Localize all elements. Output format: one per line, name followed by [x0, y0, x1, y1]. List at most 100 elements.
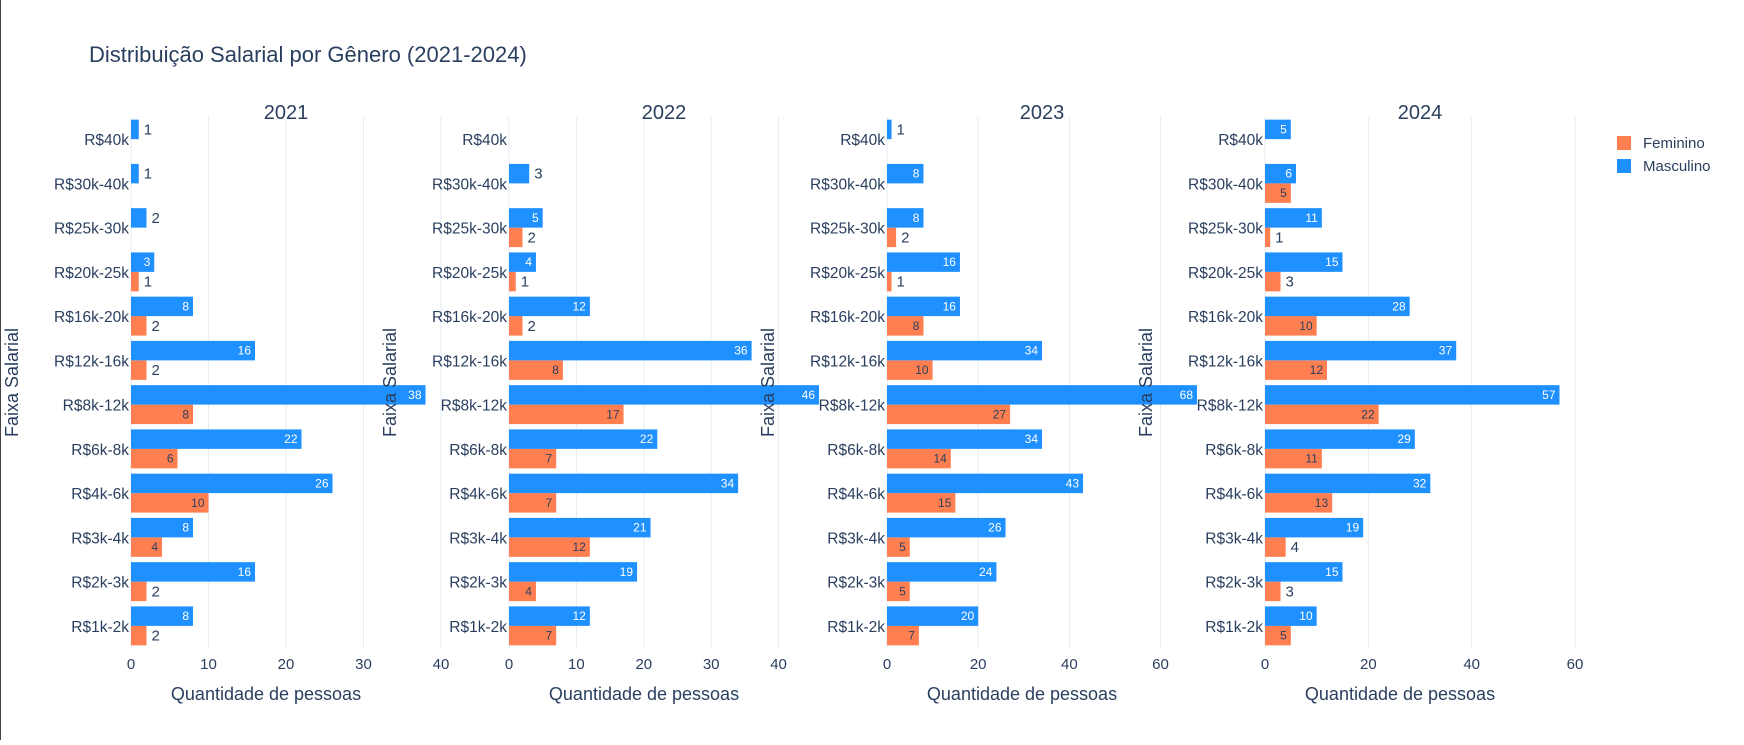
y-tick-label: R$40k [462, 132, 507, 149]
data-label: 16 [943, 299, 957, 313]
Masculino-bar [1265, 473, 1431, 494]
y-tick-label: R$6k-8k [71, 442, 129, 459]
Masculino-bar [887, 562, 997, 582]
Masculino-bar [131, 385, 426, 405]
data-label: 5 [899, 540, 906, 554]
data-label: 68 [1180, 388, 1194, 402]
Masculino-bar [1265, 606, 1317, 626]
y-tick-label: R$2k-3k [827, 575, 885, 592]
data-label: 2 [901, 229, 909, 246]
data-label: 8 [182, 609, 189, 623]
x-tick-label: 40 [1463, 656, 1480, 673]
y-tick-label: R$20k-25k [54, 265, 129, 282]
Masculino-bar [1265, 385, 1560, 405]
data-label: 34 [721, 476, 735, 490]
data-label: 3 [144, 255, 151, 269]
subplot-2023: 0 20 40 60 2023 R$1k-2k R$2k-3k R$3k-4k R$4k-6k R… [758, 102, 1197, 704]
Masculino-bar [887, 517, 1006, 538]
Feminino-bar [509, 404, 624, 425]
Feminino-bar [1265, 493, 1333, 513]
x-tick-label: 40 [433, 656, 450, 673]
data-label: 21 [633, 521, 647, 535]
Feminino-bar [509, 227, 523, 248]
data-label: 26 [315, 476, 329, 490]
subplot-2024: 0 20 40 60 2024 R$1k-2k R$2k-3k R$3k-4k R$4k-6k R… [1136, 102, 1583, 704]
data-label: 2 [152, 628, 160, 645]
Feminino-bar [887, 493, 956, 513]
data-label: 17 [606, 407, 620, 421]
Feminino-bar [1265, 625, 1291, 646]
Masculino-bar [509, 473, 739, 494]
data-label: 38 [408, 388, 422, 402]
data-label: 7 [545, 452, 552, 466]
Masculino-bar [887, 340, 1042, 361]
y-axis-title: Faixa Salarial [1136, 328, 1156, 437]
x-axis-title: Quantidade de pessoas [927, 684, 1117, 704]
Masculino-bar [509, 340, 752, 361]
data-label: 2 [152, 318, 160, 335]
y-tick-label: R$16k-20k [810, 309, 885, 326]
subplot-2021: 0 10 20 30 40 2021 R$1k-2k R$2k-3k R$3k-4k R$4k-6… [2, 102, 449, 704]
y-tick-label: R$1k-2k [449, 619, 507, 636]
chart-title: Distribuição Salarial por Gênero (2021-2… [89, 42, 527, 67]
Feminino-bar [131, 316, 147, 336]
data-label: 10 [1299, 609, 1313, 623]
Feminino-bar [509, 316, 523, 336]
Masculino-bar [1265, 252, 1343, 272]
Masculino-bar [131, 252, 155, 272]
y-tick-label: R$3k-4k [1205, 530, 1263, 547]
Masculino-bar [1265, 562, 1343, 582]
Masculino-bar [1265, 163, 1296, 184]
y-tick-label: R$40k [840, 132, 885, 149]
Feminino-bar [131, 404, 193, 425]
y-tick-label: R$6k-8k [1205, 442, 1263, 459]
data-label: 15 [938, 496, 952, 510]
subplot-title: 2022 [642, 102, 687, 124]
data-label: 1 [897, 274, 905, 291]
Masculino-bar [887, 296, 960, 317]
data-label: 22 [640, 432, 654, 446]
data-label: 8 [913, 319, 920, 333]
data-label: 29 [1397, 432, 1411, 446]
y-tick-label: R$16k-20k [54, 309, 129, 326]
data-label: 57 [1542, 388, 1556, 402]
data-label: 3 [1286, 583, 1294, 600]
subplot-title: 2023 [1020, 102, 1065, 124]
Feminino-bar [1265, 271, 1281, 292]
Feminino-bar [509, 271, 516, 292]
y-tick-label: R$30k-40k [432, 176, 507, 193]
y-tick-label: R$4k-6k [449, 486, 507, 503]
y-tick-label: R$16k-20k [432, 309, 507, 326]
Masculino-bar [1265, 429, 1415, 449]
data-label: 4 [1291, 539, 1299, 556]
data-label: 11 [1305, 452, 1318, 466]
Masculino-bar [1265, 296, 1410, 317]
data-label: 8 [182, 521, 189, 535]
y-tick-label: R$16k-20k [1188, 309, 1263, 326]
Feminino-bar [1265, 183, 1291, 203]
data-label: 12 [573, 609, 587, 623]
Feminino-bar [1265, 360, 1327, 380]
data-label: 19 [1346, 521, 1360, 535]
legend[interactable]: Feminino Masculino [1617, 135, 1711, 175]
x-tick-label: 60 [1152, 656, 1169, 673]
data-label: 4 [525, 255, 532, 269]
y-tick-label: R$4k-6k [827, 486, 885, 503]
x-tick-label: 20 [970, 656, 987, 673]
data-label: 1 [1275, 229, 1283, 246]
x-axis-title: Quantidade de pessoas [549, 684, 739, 704]
y-tick-label: R$1k-2k [1205, 619, 1263, 636]
Feminino-bar [131, 581, 147, 602]
data-label: 13 [1315, 496, 1329, 510]
y-tick-label: R$3k-4k [449, 530, 507, 547]
data-label: 1 [144, 274, 152, 291]
y-tick-label: R$25k-30k [810, 221, 885, 238]
y-tick-label: R$8k-12k [441, 398, 508, 415]
data-label: 27 [993, 407, 1007, 421]
data-label: 2 [527, 318, 535, 335]
data-label: 22 [1361, 407, 1375, 421]
Masculino-bar [509, 208, 543, 228]
data-label: 8 [913, 211, 920, 225]
x-axis-title: Quantidade de pessoas [171, 684, 361, 704]
